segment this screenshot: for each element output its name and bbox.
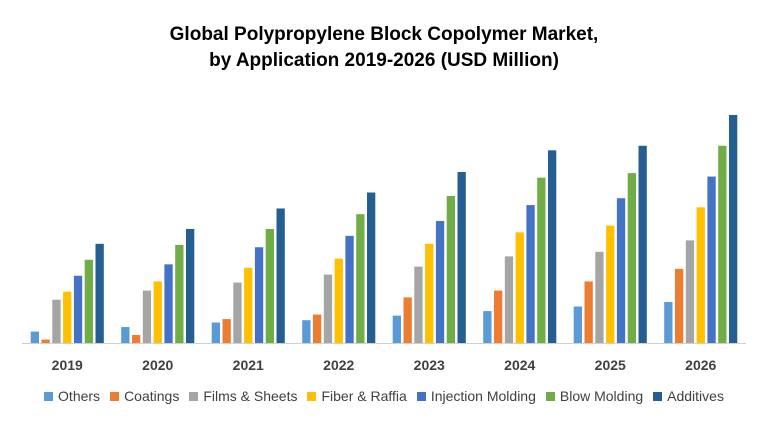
x-tick-label-2025: 2025 [595, 357, 626, 373]
legend-label-coatings: Coatings [124, 388, 180, 404]
legend-swatch-coatings [110, 391, 120, 401]
bar-films-sheets-2023 [414, 266, 423, 343]
bar-fiber-raffia-2019 [63, 291, 72, 343]
bar-fiber-raffia-2023 [425, 243, 434, 343]
bar-additives-2023 [457, 172, 466, 343]
bar-fiber-raffia-2020 [153, 281, 162, 343]
legend-item-films-sheets: Films & Sheets [189, 388, 297, 404]
bar-fiber-raffia-2024 [515, 232, 524, 343]
bar-fiber-raffia-2021 [244, 267, 253, 343]
x-tick-label-2026: 2026 [685, 357, 716, 373]
bar-additives-2022 [367, 192, 376, 343]
bar-blow-molding-2025 [627, 173, 636, 343]
legend-swatch-others [44, 391, 54, 401]
legend-label-blow-molding: Blow Molding [559, 388, 644, 404]
legend-item-injection-molding: Injection Molding [416, 388, 536, 404]
bar-others-2021 [211, 322, 220, 343]
bar-additives-2026 [729, 115, 738, 343]
bar-others-2019 [30, 331, 39, 343]
bar-injection-molding-2020 [164, 264, 173, 343]
bar-injection-molding-2024 [526, 205, 535, 343]
bar-coatings-2020 [132, 335, 141, 343]
legend-swatch-fiber-raffia [307, 391, 317, 401]
bar-others-2022 [302, 320, 311, 343]
legend-item-others: Others [44, 388, 100, 404]
x-tick-label-2019: 2019 [52, 357, 83, 373]
bar-blow-molding-2026 [718, 145, 727, 343]
bar-blow-molding-2023 [446, 195, 455, 343]
bar-injection-molding-2022 [345, 235, 354, 343]
legend-item-blow-molding: Blow Molding [545, 388, 644, 404]
bar-fiber-raffia-2022 [334, 258, 343, 343]
x-tick-label-2021: 2021 [233, 357, 264, 373]
x-tick-label-2020: 2020 [142, 357, 173, 373]
bar-injection-molding-2023 [435, 221, 445, 343]
bar-additives-2025 [638, 145, 647, 343]
bar-coatings-2022 [313, 314, 322, 343]
bar-films-sheets-2020 [142, 290, 152, 343]
bar-films-sheets-2019 [52, 299, 61, 343]
bar-coatings-2021 [222, 319, 231, 343]
bar-coatings-2024 [494, 290, 503, 343]
legend-swatch-additives [653, 391, 663, 401]
x-tick-label-2022: 2022 [323, 357, 354, 373]
bar-others-2023 [392, 315, 401, 343]
bar-coatings-2019 [41, 339, 50, 343]
bar-injection-molding-2026 [707, 176, 716, 343]
legend-label-films-sheets: Films & Sheets [203, 388, 298, 404]
bar-coatings-2025 [584, 281, 593, 343]
legend-swatch-injection-molding [416, 391, 426, 401]
legend-label-others: Others [58, 388, 101, 404]
legend-swatch-blow-molding [545, 391, 555, 401]
bar-coatings-2026 [675, 268, 684, 343]
legend-label-injection-molding: Injection Molding [430, 388, 536, 404]
bar-blow-molding-2019 [84, 259, 93, 343]
bar-chart: 2019 2020 2021 2022 2023 2024 2025 2026 [22, 115, 746, 373]
bar-coatings-2023 [403, 297, 412, 343]
bar-fiber-raffia-2025 [606, 225, 615, 343]
bar-blow-molding-2021 [265, 229, 274, 343]
bar-others-2026 [664, 301, 673, 343]
chart-title: Global Polypropylene Block Copolymer Mar… [0, 22, 768, 74]
x-tick-label-2024: 2024 [504, 357, 535, 373]
bar-films-sheets-2026 [685, 240, 695, 343]
bar-films-sheets-2025 [595, 251, 604, 343]
bar-films-sheets-2022 [323, 274, 333, 343]
legend-label-additives: Additives [667, 388, 724, 404]
bar-fiber-raffia-2026 [696, 207, 705, 343]
legend-item-fiber-raffia: Fiber & Raffia [307, 388, 407, 404]
bar-injection-molding-2021 [254, 247, 264, 343]
bar-others-2024 [483, 311, 492, 343]
bar-injection-molding-2025 [616, 198, 626, 343]
bar-additives-2019 [95, 243, 104, 343]
bar-films-sheets-2021 [233, 282, 242, 343]
legend-swatch-films-sheets [189, 391, 199, 401]
legend-item-coatings: Coatings [110, 388, 179, 404]
bar-blow-molding-2020 [175, 244, 184, 343]
bar-films-sheets-2024 [504, 256, 514, 343]
x-tick-label-2023: 2023 [414, 357, 445, 373]
bar-additives-2024 [548, 150, 557, 343]
chart-title-line1: Global Polypropylene Block Copolymer Mar… [169, 24, 599, 45]
chart-legend: Others Coatings Films & Sheets Fiber & Raff… [0, 388, 768, 404]
bar-blow-molding-2024 [537, 177, 546, 343]
legend-label-fiber-raffia: Fiber & Raffia [321, 388, 407, 404]
bar-additives-2020 [186, 229, 195, 343]
legend-item-additives: Additives [653, 388, 724, 404]
bar-others-2025 [573, 306, 582, 343]
bar-injection-molding-2019 [73, 275, 83, 343]
bar-blow-molding-2022 [356, 214, 365, 343]
bar-others-2020 [121, 327, 130, 343]
bar-additives-2021 [276, 208, 285, 343]
chart-subtitle: by Application 2019-2026 (USD Million) [209, 50, 559, 71]
